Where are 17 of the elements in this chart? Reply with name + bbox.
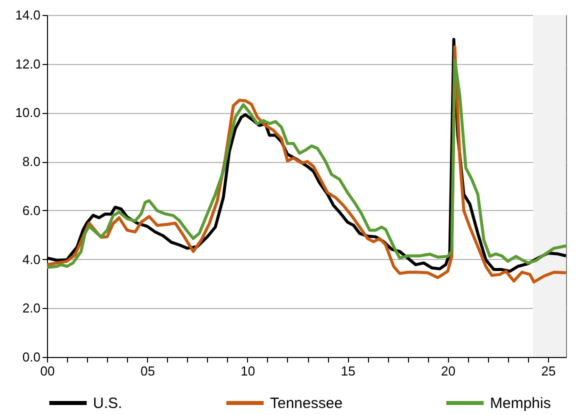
y-tick-label: 8.0 — [22, 154, 40, 170]
legend-label: Tennessee — [270, 395, 343, 412]
legend-label: Memphis — [490, 395, 551, 412]
y-tick-label: 12.0 — [15, 56, 40, 72]
y-tick-label: 6.0 — [22, 202, 40, 218]
x-tick-label: 00 — [40, 364, 55, 378]
legend-label: U.S. — [93, 395, 122, 412]
x-tick-label: 10 — [240, 364, 256, 378]
y-tick-label: 0.0 — [22, 350, 40, 364]
x-tick-label: 20 — [441, 364, 456, 378]
x-tick-label: 05 — [140, 364, 155, 378]
y-tick-label: 4.0 — [22, 252, 40, 267]
x-tick-label: 15 — [340, 364, 356, 378]
y-tick-label: 2.0 — [22, 300, 40, 316]
y-tick-label: 14.0 — [15, 8, 40, 22]
x-tick-label: 25 — [541, 364, 556, 378]
y-tick-label: 10.0 — [15, 105, 40, 120]
